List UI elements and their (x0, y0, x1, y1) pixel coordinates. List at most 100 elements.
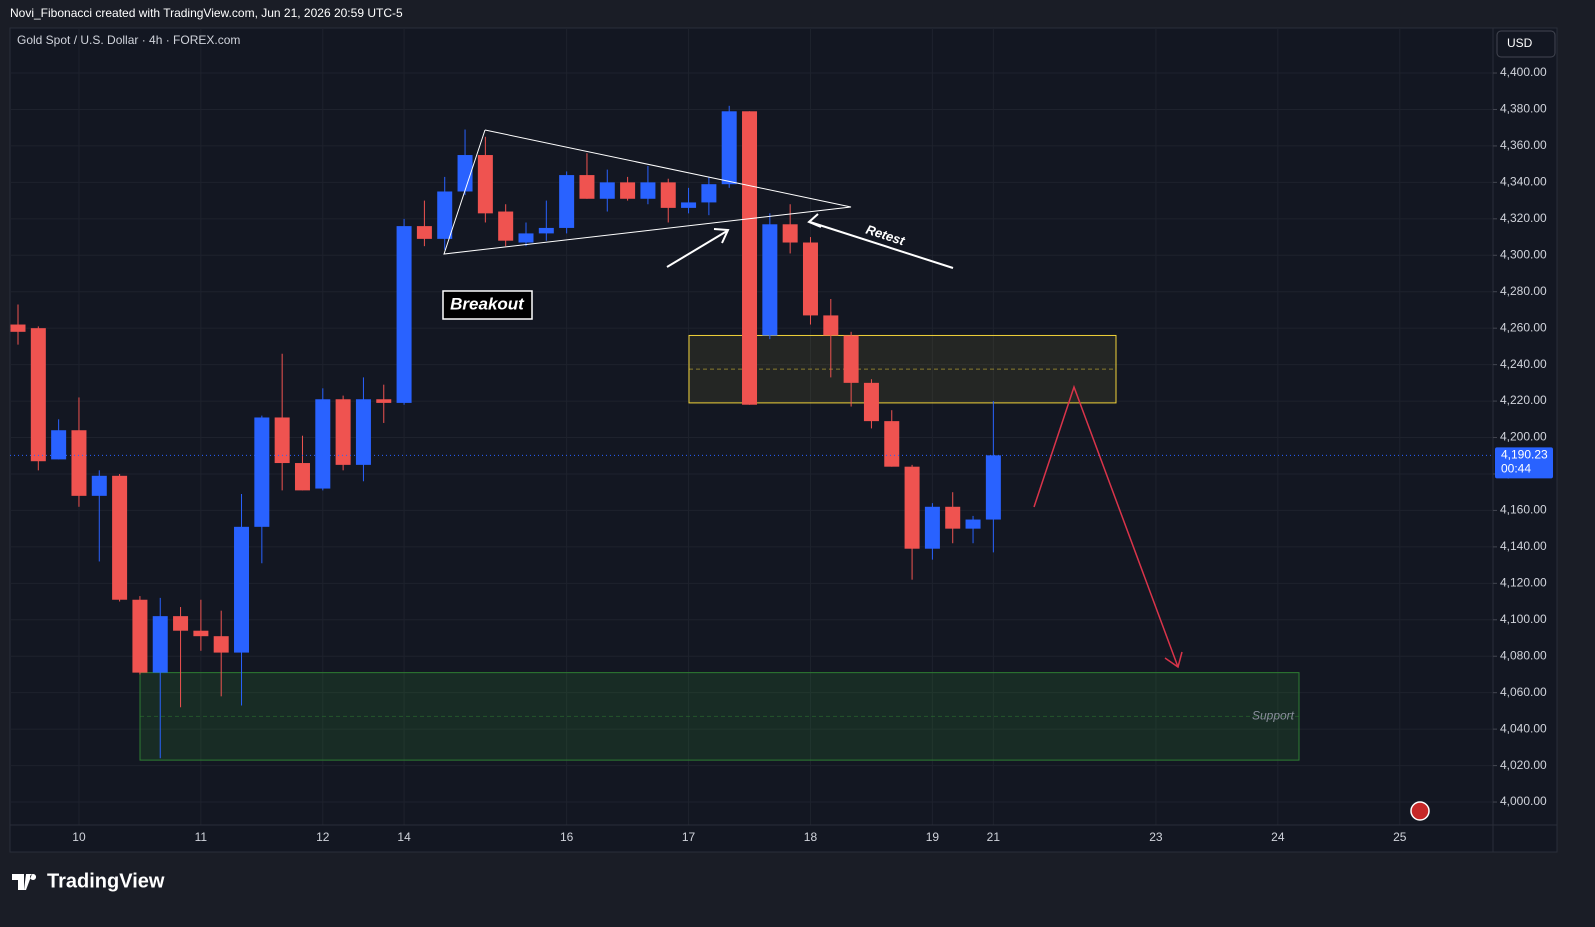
candle-body (254, 417, 270, 527)
candle-body (599, 182, 615, 199)
candle-body (173, 616, 189, 631)
candle-body (823, 315, 839, 336)
y-tick-label: 4,160.00 (1500, 503, 1547, 517)
y-tick-label: 4,020.00 (1500, 758, 1547, 772)
candle-body (437, 191, 453, 239)
candle-body (193, 630, 209, 637)
y-tick-label: 4,400.00 (1500, 65, 1547, 79)
candle-body (498, 211, 514, 241)
y-tick-label: 4,240.00 (1500, 357, 1547, 371)
y-tick-label: 4,060.00 (1500, 685, 1547, 699)
candle-body (335, 399, 351, 465)
candle-body (477, 155, 493, 214)
candle-body (91, 475, 107, 496)
zones: Support (139, 334, 1300, 761)
logo-mark (12, 874, 37, 890)
y-tick-label: 4,280.00 (1500, 284, 1547, 298)
candle-body (884, 421, 900, 467)
candle-body (112, 475, 128, 600)
candle-body (51, 430, 67, 460)
x-tick-label: 19 (926, 830, 940, 844)
candle-body (294, 463, 310, 491)
arrow (666, 230, 728, 268)
candle-body (579, 175, 595, 199)
candle-body (518, 233, 534, 243)
candle-body (71, 430, 87, 496)
last-price-box (1495, 447, 1553, 479)
candle-body (457, 155, 473, 192)
x-tick-label: 10 (72, 830, 86, 844)
x-tick-label: 21 (987, 830, 1001, 844)
credit: Novi_Fibonacci created with TradingView.… (10, 6, 403, 20)
candle-body (701, 184, 717, 203)
y-tick-label: 4,220.00 (1500, 393, 1547, 407)
y-tick-label: 4,120.00 (1500, 576, 1547, 590)
candle-body (802, 242, 818, 316)
x-tick-label: 11 (195, 830, 208, 844)
annotation: Breakout (450, 294, 525, 313)
y-tick-label: 4,200.00 (1500, 430, 1547, 444)
candle-body (213, 636, 229, 653)
last-price-label: 4,190.23 (1501, 448, 1548, 462)
candle-body (376, 399, 392, 403)
y-tick-label: 4,260.00 (1500, 320, 1547, 334)
candle-body (152, 616, 168, 673)
currency: USD (1507, 36, 1533, 50)
candle-body (559, 175, 575, 228)
candle-body (863, 382, 879, 422)
projection (1033, 384, 1179, 668)
y-tick-label: 4,140.00 (1500, 539, 1547, 553)
symbol-title: Gold Spot / U.S. Dollar · 4h · FOREX.com (17, 33, 240, 47)
y-tick-label: 4,300.00 (1500, 247, 1547, 261)
y-tick-label: 4,080.00 (1500, 648, 1547, 662)
candle-body (904, 466, 920, 549)
y-tick-label: 4,360.00 (1500, 138, 1547, 152)
candle-body (721, 111, 737, 185)
candle-body (538, 227, 554, 234)
arrow-head (713, 228, 730, 244)
candle-body (762, 224, 778, 336)
x-tick-label: 25 (1393, 830, 1407, 844)
axes: 4,000.00 4,020.00 4,040.00 4,060.00 4,080.00… (72, 65, 1553, 844)
candle-body (10, 324, 26, 332)
y-tick-label: 4,040.00 (1500, 721, 1547, 735)
candle-body (620, 182, 636, 199)
label-box (442, 290, 533, 320)
currency-button[interactable] (1496, 30, 1556, 58)
logo: TradingView (12, 870, 165, 892)
zone (139, 672, 1300, 761)
candle-body (843, 335, 859, 383)
candle-body (945, 506, 961, 529)
candle-body (274, 417, 290, 464)
candle-body (985, 455, 1001, 520)
candle-body (965, 519, 981, 529)
y-tick-label: 4,000.00 (1500, 794, 1547, 808)
candle-body (924, 506, 940, 549)
brand: TradingView (47, 870, 165, 892)
arrow-head (807, 213, 822, 228)
candle-body (132, 599, 148, 673)
x-tick-label: 18 (804, 830, 818, 844)
candle-body (660, 182, 676, 208)
event-flag[interactable] (1410, 801, 1430, 821)
y-tick-label: 4,320.00 (1500, 211, 1547, 225)
countdown: 00:44 (1501, 462, 1531, 476)
x-tick-label: 17 (682, 830, 696, 844)
candle-body (416, 226, 432, 239)
arrow (809, 221, 954, 269)
x-tick-label: 14 (397, 830, 411, 844)
candle-body (640, 182, 656, 199)
y-tick-label: 4,100.00 (1500, 612, 1547, 626)
candle-body (681, 202, 697, 208)
y-tick-label: 4,340.00 (1500, 175, 1547, 189)
candle-body (30, 328, 46, 462)
candle-body (315, 399, 331, 489)
arrow-head (1164, 651, 1183, 669)
x-tick-label: 16 (560, 830, 574, 844)
candle-body (396, 226, 412, 403)
x-tick-label: 12 (316, 830, 330, 844)
zone-label: Support (1252, 709, 1295, 723)
candle-body (742, 111, 758, 405)
candle-body (782, 224, 798, 243)
